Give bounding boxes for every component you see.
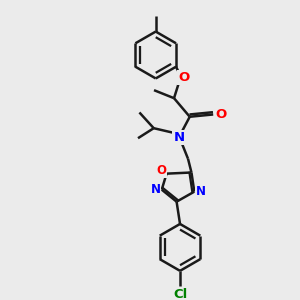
Text: O: O [156, 164, 167, 177]
Text: O: O [178, 71, 190, 84]
Text: O: O [216, 108, 227, 121]
Text: N: N [173, 131, 184, 144]
Text: N: N [150, 183, 161, 196]
Text: N: N [196, 185, 206, 198]
Text: Cl: Cl [173, 288, 187, 300]
